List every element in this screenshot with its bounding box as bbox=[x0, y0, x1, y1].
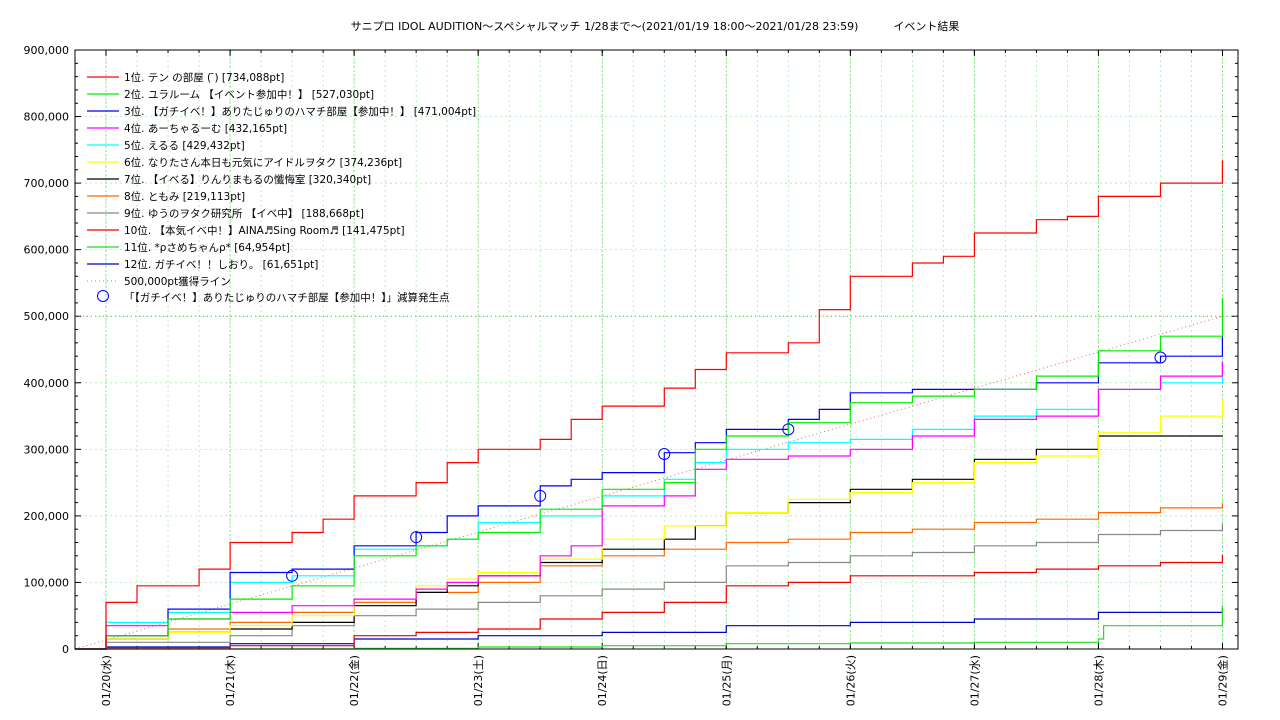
x-tick-label: 01/21(木) bbox=[224, 655, 237, 706]
decrease-point-marker bbox=[658, 447, 671, 460]
chart-title: サニプロ IDOL AUDITION〜スペシャルマッチ 1/28まで〜(2021… bbox=[350, 20, 960, 33]
legend-label-decrease: 「【ガチイベ！】ありたじゅりのハマチ部屋【参加中！】」減算発生点 bbox=[124, 291, 450, 304]
x-tick-label: 01/23(土) bbox=[472, 655, 485, 706]
legend: 1位. テン の部屋 ( ̄) [734,088pt] 2位. ユラルーム 【イベ… bbox=[87, 71, 476, 304]
y-tick-label: 900,000 bbox=[24, 44, 70, 57]
legend-label-12: 12位. ガチイベ！！しおり。 [61,651pt] bbox=[124, 258, 318, 271]
decrease-point-marker bbox=[534, 489, 547, 502]
legend-label-11: 11位. *ρさめちゃんρ* [64,954pt] bbox=[124, 241, 290, 254]
decrease-point-marker bbox=[410, 531, 423, 544]
series-line-11 bbox=[75, 605, 1223, 650]
y-tick-label: 0 bbox=[62, 643, 69, 656]
decrease-markers bbox=[286, 351, 1167, 582]
y-tick-label: 600,000 bbox=[24, 244, 70, 257]
x-tick-label: 01/24(日) bbox=[596, 655, 609, 706]
plot-frame bbox=[74, 49, 1239, 650]
series-lines bbox=[74, 160, 1238, 650]
legend-label-4: 4位. あーちゃるーむ [432,165pt] bbox=[124, 122, 287, 135]
y-tick-label: 300,000 bbox=[24, 443, 70, 456]
legend-label-7: 7位. 【イベる】りんりまもるの懺悔室 [320,340pt] bbox=[124, 173, 371, 186]
series-line-8 bbox=[75, 503, 1223, 650]
legend-label-3: 3位. 【ガチイベ！】ありたじゅりのハマチ部屋【参加中！】 [471,004pt… bbox=[124, 105, 476, 118]
y-axis-ticks: 0 100,000 200,000 300,000 400,000 500,000 600,… bbox=[24, 44, 1238, 656]
decrease-point-marker bbox=[1154, 351, 1167, 364]
series-line-2 bbox=[75, 298, 1223, 650]
legend-label-5: 5位. えるる [429,432pt] bbox=[124, 139, 245, 152]
legend-label-reference: 500,000pt獲得ライン bbox=[124, 275, 231, 288]
y-tick-label: 500,000 bbox=[24, 310, 70, 323]
legend-label-2: 2位. ユラルーム 【イベント参加中！】 [527,030pt] bbox=[124, 88, 374, 101]
legend-label-8: 8位. ともみ [219,113pt] bbox=[124, 190, 245, 203]
legend-label-6: 6位. なりたさん本日も元気にアイドルヲタク [374,236pt] bbox=[124, 156, 402, 169]
legend-swatch-decrease bbox=[97, 290, 109, 302]
series-line-1 bbox=[75, 160, 1223, 650]
x-tick-label: 01/28(木) bbox=[1092, 655, 1105, 706]
y-tick-label: 100,000 bbox=[24, 576, 70, 589]
legend-label-9: 9位. ゆうのヲタク研究所 【イベ中】 [188,668pt] bbox=[124, 207, 364, 220]
y-tick-label: 400,000 bbox=[24, 377, 70, 390]
y-tick-label: 200,000 bbox=[24, 510, 70, 523]
grid-lines bbox=[75, 50, 1238, 649]
legend-label-1: 1位. テン の部屋 ( ̄) [734,088pt] bbox=[124, 71, 284, 84]
x-tick-label: 01/26(火) bbox=[844, 655, 857, 706]
y-tick-label: 800,000 bbox=[24, 111, 70, 124]
decrease-point-marker bbox=[286, 569, 299, 582]
y-tick-label: 700,000 bbox=[24, 177, 70, 190]
legend-label-10: 10位. 【本気イベ中！】AINA♬Sing Room♬ [141,475pt] bbox=[124, 224, 405, 237]
x-tick-label: 01/25(月) bbox=[720, 655, 733, 706]
x-tick-label: 01/29(金) bbox=[1215, 655, 1229, 706]
x-tick-label: 01/27(水) bbox=[968, 655, 981, 706]
series-line-10 bbox=[75, 554, 1223, 650]
x-tick-label: 01/22(金) bbox=[347, 655, 361, 706]
x-tick-label: 01/20(水) bbox=[100, 655, 113, 706]
decrease-point-marker bbox=[782, 423, 795, 436]
plot-background bbox=[75, 50, 1238, 649]
